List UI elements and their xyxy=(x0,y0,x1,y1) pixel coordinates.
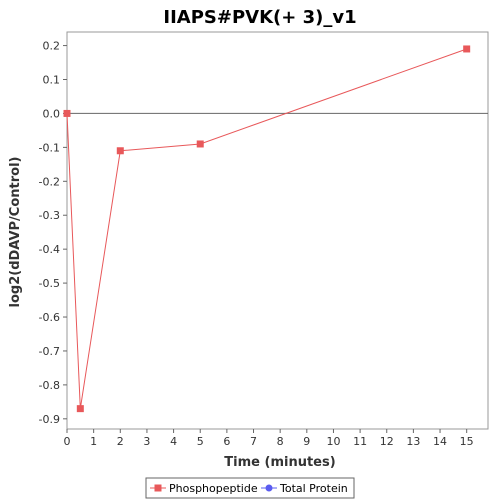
x-tick-label: 13 xyxy=(406,435,420,448)
legend-total-protein-marker xyxy=(265,484,273,492)
y-tick-label: 0.0 xyxy=(43,107,61,120)
legend-total-protein-label: Total Protein xyxy=(279,482,348,495)
x-tick-label: 4 xyxy=(170,435,177,448)
y-tick-label: -0.5 xyxy=(39,277,60,290)
plot-area xyxy=(66,31,489,430)
y-tick-label: -0.4 xyxy=(39,243,60,256)
legend-box xyxy=(145,477,355,499)
y-tick-label: 0.1 xyxy=(43,74,61,87)
x-tick-label: 0 xyxy=(64,435,71,448)
y-tick-label: 0.2 xyxy=(43,40,61,53)
x-tick-label: 9 xyxy=(303,435,310,448)
y-tick-label: -0.1 xyxy=(39,141,60,154)
x-tick-label: 2 xyxy=(117,435,124,448)
x-tick-label: 7 xyxy=(250,435,257,448)
y-tick-label: -0.8 xyxy=(39,379,60,392)
x-tick-label: 15 xyxy=(460,435,474,448)
x-tick-label: 12 xyxy=(380,435,394,448)
data-point xyxy=(116,147,124,155)
x-tick-label: 1 xyxy=(90,435,97,448)
data-point xyxy=(63,109,71,117)
y-tick-label: -0.2 xyxy=(39,175,60,188)
y-tick-label: -0.7 xyxy=(39,345,60,358)
y-axis: 0.2 0.1 0.0 -0.1 -0.2 -0.3 -0.4 -0.5 -0.6 -0.7 -0.… xyxy=(39,40,67,426)
y-tick-label: -0.9 xyxy=(39,413,60,426)
data-point xyxy=(463,45,471,53)
x-tick-label: 8 xyxy=(277,435,284,448)
x-tick-label: 6 xyxy=(223,435,230,448)
data-point xyxy=(196,140,204,148)
series-layer xyxy=(63,45,471,413)
x-tick-label: 11 xyxy=(353,435,367,448)
x-axis: 0 1 2 3 4 5 6 7 8 9 10 11 12 13 14 15 xyxy=(64,429,474,448)
y-tick-label: -0.3 xyxy=(39,209,60,222)
y-tick-label: -0.6 xyxy=(39,311,60,324)
chart-title: IIAPS#PVK(+ 3)_v1 xyxy=(163,7,356,28)
x-tick-label: 5 xyxy=(197,435,204,448)
legend: Phosphopeptide Total Protein xyxy=(145,477,355,499)
x-tick-label: 10 xyxy=(326,435,340,448)
x-tick-label: 14 xyxy=(433,435,447,448)
legend-phosphopeptide-label: Phosphopeptide xyxy=(169,482,258,495)
x-tick-label: 3 xyxy=(143,435,150,448)
y-axis-label: log2(dDAVP/Control) xyxy=(8,157,23,308)
legend-phosphopeptide-marker xyxy=(154,484,162,492)
plot-background xyxy=(66,31,489,430)
data-point xyxy=(76,405,84,413)
x-axis-label: Time (minutes) xyxy=(224,455,335,470)
